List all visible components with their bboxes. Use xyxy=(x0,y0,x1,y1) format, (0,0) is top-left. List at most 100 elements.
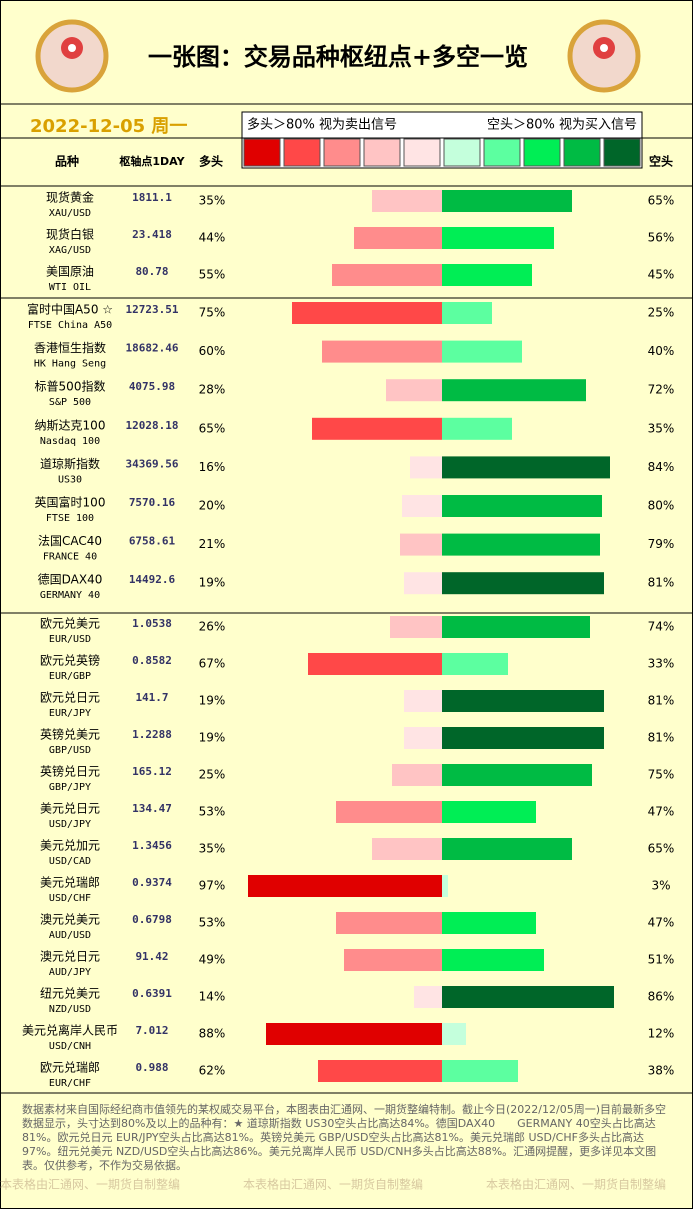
pivot: 1.3456 xyxy=(132,839,172,852)
row-name: 富时中国A50 ☆ xyxy=(27,302,113,317)
long-bar xyxy=(410,456,442,479)
row-name: 英国富时100 xyxy=(35,495,106,510)
short-bar xyxy=(442,764,592,786)
row-code: AUD/JPY xyxy=(49,967,91,978)
row-code: XAG/USD xyxy=(49,245,91,256)
pivot: 91.42 xyxy=(135,950,168,963)
date: 2022-12-05 周一 xyxy=(30,116,187,137)
short-bar xyxy=(442,456,610,479)
short-bar xyxy=(442,727,604,749)
row-code: EUR/USD xyxy=(49,634,91,645)
long-bar xyxy=(404,572,442,595)
pivot: 7.012 xyxy=(135,1024,168,1037)
long-pct: 97% xyxy=(199,879,226,893)
watermark: 本表格由汇通网、一期货自制整编 xyxy=(486,1177,666,1192)
long-bar xyxy=(322,340,442,363)
long-bar xyxy=(386,379,442,402)
row-name: 英镑兑美元 xyxy=(40,727,100,742)
short-pct: 84% xyxy=(648,460,675,474)
pivot: 12723.51 xyxy=(126,303,179,316)
short-pct: 72% xyxy=(648,383,675,397)
row-code: USD/JPY xyxy=(49,819,91,830)
row-name: 现货白银 xyxy=(46,227,94,242)
long-pct: 65% xyxy=(199,421,226,435)
short-pct: 81% xyxy=(648,576,675,590)
short-bar xyxy=(442,495,602,517)
short-pct: 65% xyxy=(648,842,675,856)
legend-swatch xyxy=(363,138,401,167)
pivot: 12028.18 xyxy=(126,419,179,432)
short-bar xyxy=(442,616,590,638)
pivot: 1.2288 xyxy=(132,728,172,741)
pivot: 0.6798 xyxy=(132,913,172,926)
long-pct: 75% xyxy=(199,306,226,320)
pivot: 14492.6 xyxy=(129,573,176,586)
short-bar xyxy=(442,340,522,363)
short-pct: 80% xyxy=(648,499,675,513)
row-code: EUR/GBP xyxy=(49,671,91,682)
row-code: Nasdaq 100 xyxy=(40,436,100,447)
short-pct: 25% xyxy=(648,306,675,320)
short-pct: 12% xyxy=(648,1027,675,1041)
long-bar xyxy=(336,801,442,823)
short-bar xyxy=(442,264,532,286)
pivot: 34369.56 xyxy=(126,457,179,470)
short-pct: 38% xyxy=(648,1064,675,1078)
row-code: HK Hang Seng xyxy=(34,359,106,370)
pivot: 7570.16 xyxy=(129,496,176,509)
long-bar xyxy=(392,764,442,786)
row-code: GBP/USD xyxy=(49,745,91,756)
long-bar xyxy=(372,838,442,860)
pivot: 6758.61 xyxy=(129,535,176,548)
short-bar xyxy=(442,1023,466,1045)
long-pct: 16% xyxy=(199,460,226,474)
row-code: EUR/JPY xyxy=(49,708,91,719)
row-name: 美元兑瑞郎 xyxy=(40,876,100,890)
short-pct: 47% xyxy=(648,916,675,930)
long-bar xyxy=(318,1060,442,1082)
pivot: 0.988 xyxy=(135,1061,168,1074)
row-name: 欧元兑英镑 xyxy=(40,653,100,668)
row-code: WTI OIL xyxy=(49,282,91,293)
col-pivot: 枢轴点1DAY xyxy=(119,154,185,168)
legend-swatch xyxy=(563,138,601,167)
row-name: 英镑兑日元 xyxy=(40,764,100,779)
title: 一张图：交易品种枢纽点+多空一览 xyxy=(148,43,528,71)
row-code: US30 xyxy=(58,474,82,485)
long-pct: 60% xyxy=(199,344,226,358)
row-code: XAU/USD xyxy=(49,208,91,219)
row-code: USD/CNH xyxy=(49,1041,91,1052)
row-code: USD/CAD xyxy=(49,856,91,867)
pivot: 4075.98 xyxy=(129,380,175,393)
long-bar xyxy=(372,190,442,212)
long-pct: 44% xyxy=(199,231,226,245)
row-code: AUD/USD xyxy=(49,930,91,941)
row-name: 法国CAC40 xyxy=(38,534,102,548)
short-pct: 65% xyxy=(648,194,675,208)
short-bar xyxy=(442,838,572,860)
col-long: 多头 xyxy=(199,154,223,169)
long-bar xyxy=(308,653,442,675)
pivot: 1.0538 xyxy=(132,617,172,630)
pivot: 141.7 xyxy=(135,691,168,704)
short-bar xyxy=(442,912,536,934)
pivot: 0.9374 xyxy=(132,876,172,889)
col-name: 品种 xyxy=(55,154,79,169)
legend-swatch xyxy=(603,138,641,167)
col-short: 空头 xyxy=(649,154,673,169)
long-pct: 67% xyxy=(199,657,226,671)
long-bar xyxy=(402,495,442,517)
long-pct: 14% xyxy=(199,990,226,1004)
long-pct: 62% xyxy=(199,1064,226,1078)
pivot: 1811.1 xyxy=(132,191,172,204)
row-name: 美元兑离岸人民币 xyxy=(22,1023,118,1038)
short-bar xyxy=(442,227,554,249)
short-pct: 75% xyxy=(648,768,675,782)
long-bar xyxy=(248,875,442,897)
footer-note: 数据素材来自国际经纪商市值领先的某权威交易平台，本图表由汇通网、一期货整编特制。… xyxy=(22,1103,666,1172)
short-bar xyxy=(442,690,604,712)
row-name: 道琼斯指数 xyxy=(40,456,100,471)
